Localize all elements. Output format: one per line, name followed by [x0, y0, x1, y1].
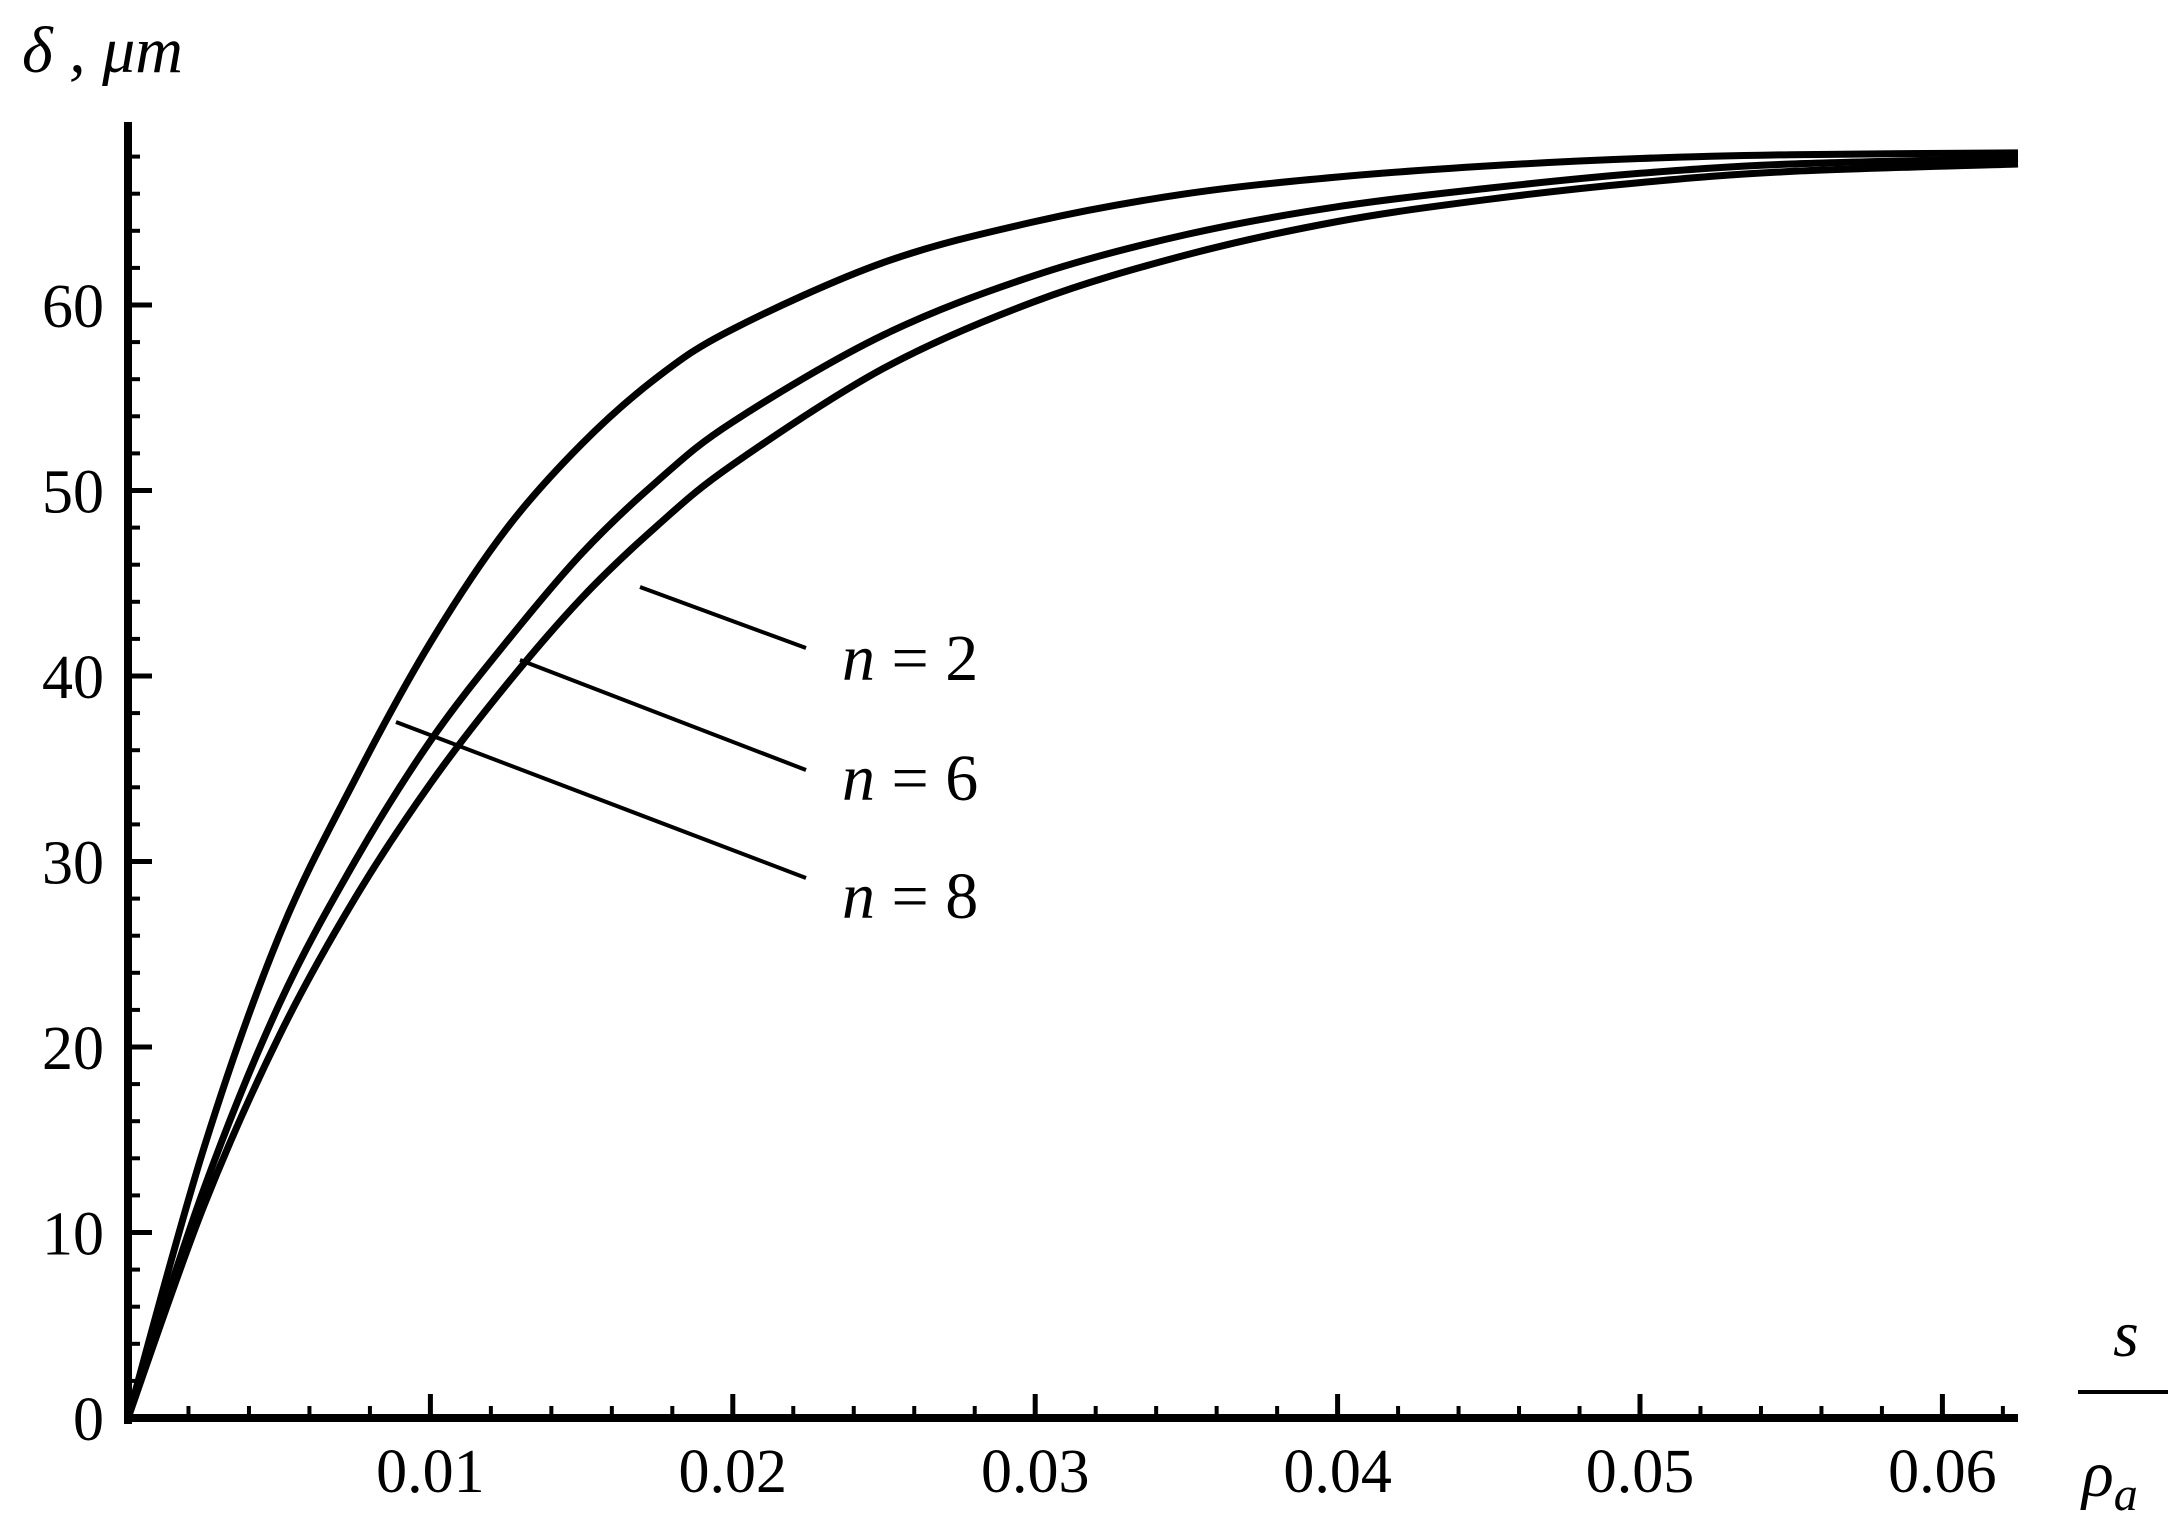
y-tick-label: 0 — [73, 1386, 104, 1454]
y-tick-label: 20 — [42, 1015, 104, 1083]
series-line-n-6 — [124, 155, 2019, 1420]
x-tick-label: 0.02 — [679, 1438, 788, 1506]
annotation-n-8: n = 8 — [842, 860, 978, 933]
x-tick-label: 0.05 — [1586, 1438, 1695, 1506]
x-axis-title: s ρa — [2078, 1298, 2168, 1521]
series-line-n-8 — [124, 160, 2019, 1420]
annotation-n-2: n = 2 — [842, 622, 978, 695]
y-tick-label: 60 — [42, 273, 104, 341]
axes: 0 10 20 30 40 50 60 0.01 0.02 0.03 0.04 0.05 0.06 — [42, 122, 2018, 1506]
y-tick-label: 30 — [42, 830, 104, 898]
y-tick-label: 50 — [42, 459, 104, 527]
x-tick-label: 0.06 — [1888, 1438, 1997, 1506]
leader-line-n-2 — [639, 585, 807, 650]
leader-line-n-6 — [519, 658, 807, 772]
x-axis-title-denominator: ρa — [2080, 1438, 2138, 1521]
y-tick-label: 40 — [42, 644, 104, 712]
annotation-n-6: n = 6 — [842, 742, 978, 815]
x-axis-title-subscript: a — [2114, 1468, 2138, 1521]
y-axis-title: δ , μm — [22, 14, 183, 87]
series-group — [124, 149, 2019, 1420]
leader-line-n-8 — [395, 720, 807, 880]
x-axis-title-symbol: ρ — [2080, 1438, 2114, 1511]
x-axis-title-numerator: s — [2113, 1298, 2139, 1371]
x-tick-label: 0.04 — [1283, 1438, 1392, 1506]
annotations: n = 2 n = 6 n = 8 — [395, 585, 978, 933]
x-tick-label: 0.03 — [981, 1438, 1090, 1506]
x-tick-label: 0.01 — [376, 1438, 485, 1506]
y-tick-label: 10 — [42, 1201, 104, 1269]
series-line-n-2 — [124, 149, 2019, 1419]
